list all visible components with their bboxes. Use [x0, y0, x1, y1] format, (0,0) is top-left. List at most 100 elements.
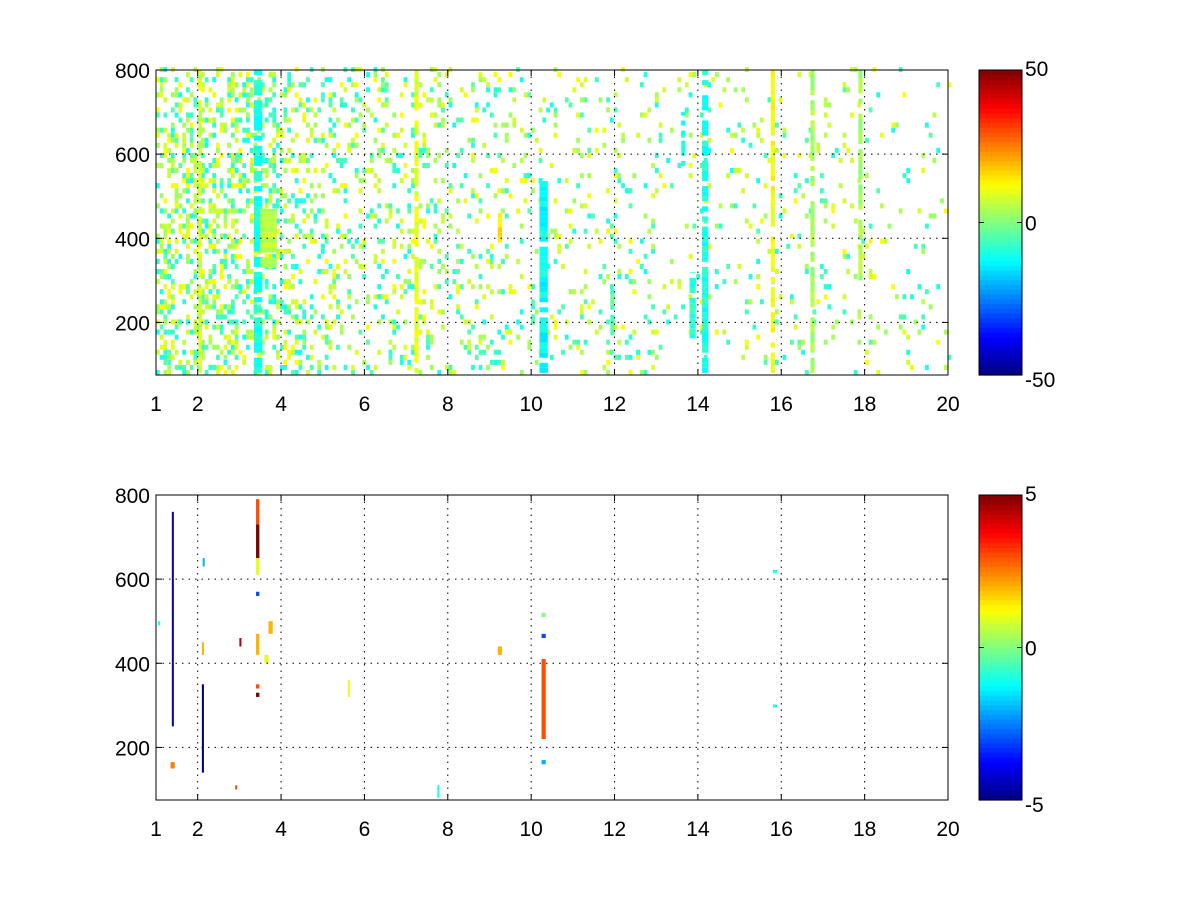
- heatmap-cell: [810, 120, 815, 126]
- heatmap-cell: [332, 178, 337, 184]
- heatmap-cell: [253, 246, 263, 252]
- heatmap-cell: [411, 238, 415, 244]
- heatmap-cell: [662, 309, 667, 315]
- colorbar-swatch: [979, 738, 1022, 744]
- heatmap-cell: [805, 263, 809, 269]
- heatmap-cell: [253, 367, 263, 373]
- heatmap-cell: [471, 82, 475, 88]
- heatmap-cell: [163, 284, 168, 290]
- heatmap-cell: [171, 218, 175, 224]
- heatmap-cell: [621, 183, 625, 189]
- heatmap-cell: [163, 112, 168, 118]
- heatmap-cell: [414, 95, 419, 101]
- heatmap-cell: [238, 147, 243, 153]
- heatmap-cell: [384, 87, 389, 93]
- heatmap-cell: [539, 327, 548, 333]
- heatmap-cell: [718, 203, 723, 209]
- heatmap-cell: [234, 82, 239, 88]
- heatmap-cell: [193, 248, 198, 254]
- heatmap-cell: [343, 183, 348, 189]
- heatmap-cell: [831, 152, 836, 158]
- heatmap-cell: [810, 145, 815, 151]
- heatmap-cell: [373, 173, 378, 179]
- heatmap-cell: [276, 142, 280, 148]
- heatmap-cell: [208, 203, 213, 209]
- heatmap-cell: [752, 122, 757, 128]
- heatmap-cell: [227, 82, 232, 88]
- heatmap-cell: [587, 243, 592, 249]
- heatmap-cell: [377, 284, 382, 290]
- heatmap-cell: [343, 102, 348, 108]
- heatmap-cell: [568, 223, 573, 229]
- heatmap-cell: [272, 162, 277, 169]
- heatmap-cell: [426, 329, 430, 335]
- heatmap-cell: [253, 221, 263, 227]
- heatmap-cell: [336, 304, 340, 310]
- heatmap-cell: [902, 92, 907, 98]
- heatmap-cell: [666, 304, 670, 310]
- heatmap-cell: [163, 223, 168, 229]
- heatmap-cell: [298, 304, 303, 310]
- colorbar-swatch: [979, 556, 1022, 563]
- heatmap-cell: [384, 299, 389, 305]
- heatmap-cell: [441, 107, 445, 113]
- heatmap-cell: [770, 130, 776, 136]
- heatmap-cell: [820, 198, 824, 204]
- heatmap-cell: [309, 152, 314, 158]
- heatmap-cell: [392, 168, 397, 174]
- heatmap-cell: [171, 157, 175, 163]
- heatmap-cell: [539, 337, 548, 343]
- heatmap-cell: [617, 173, 622, 179]
- heatmap-cell: [422, 223, 427, 229]
- heatmap-cell: [246, 203, 250, 209]
- heatmap-cell: [718, 223, 723, 229]
- heatmap-cell: [291, 168, 295, 174]
- heatmap-cell: [156, 92, 160, 98]
- heatmap-cell: [482, 349, 487, 355]
- heatmap-cell: [493, 168, 498, 174]
- heatmap-cell: [366, 87, 370, 93]
- heatmap-cell: [324, 258, 329, 264]
- heatmap-cell: [429, 263, 434, 269]
- heatmap-cell: [294, 203, 299, 209]
- heatmap-cell: [287, 87, 292, 93]
- heatmap-cell: [201, 183, 205, 189]
- heatmap-cell: [689, 287, 696, 293]
- heatmap-cell: [474, 107, 479, 113]
- heatmap-cell: [276, 198, 280, 204]
- x-tick-label: 16: [770, 818, 793, 841]
- heatmap-cell: [831, 324, 836, 330]
- heatmap-cell: [178, 107, 183, 113]
- heatmap-cell: [198, 231, 202, 237]
- heatmap-cell: [261, 339, 265, 345]
- heatmap-cell: [748, 299, 753, 305]
- heatmap-cell: [752, 203, 757, 209]
- heatmap-cell: [156, 233, 160, 239]
- heatmap-cell: [324, 339, 329, 345]
- heatmap-cell: [936, 339, 941, 345]
- heatmap-cell: [579, 304, 584, 310]
- heatmap-cell: [805, 268, 809, 275]
- heatmap-cell: [321, 97, 325, 103]
- heatmap-cell: [198, 165, 202, 171]
- heatmap-cell: [613, 324, 618, 330]
- heatmap-cell: [253, 322, 263, 328]
- colorbar-swatch: [979, 265, 1022, 271]
- heatmap-cell: [156, 112, 160, 118]
- heatmap-cell: [272, 334, 277, 340]
- heatmap-cell: [202, 558, 205, 567]
- heatmap-cell: [684, 107, 689, 113]
- heatmap-cell: [246, 344, 250, 350]
- heatmap-cell: [414, 70, 419, 76]
- heatmap-cell: [396, 223, 400, 229]
- heatmap-cell: [865, 173, 869, 179]
- heatmap-cell: [306, 107, 310, 113]
- heatmap-cell: [264, 253, 269, 259]
- heatmap-cell: [651, 243, 655, 249]
- heatmap-cell: [770, 145, 776, 151]
- heatmap-cell: [940, 198, 944, 204]
- heatmap-cell: [227, 279, 232, 285]
- heatmap-cell: [186, 253, 190, 259]
- heatmap-cell: [531, 314, 535, 320]
- heatmap-cell: [775, 268, 779, 275]
